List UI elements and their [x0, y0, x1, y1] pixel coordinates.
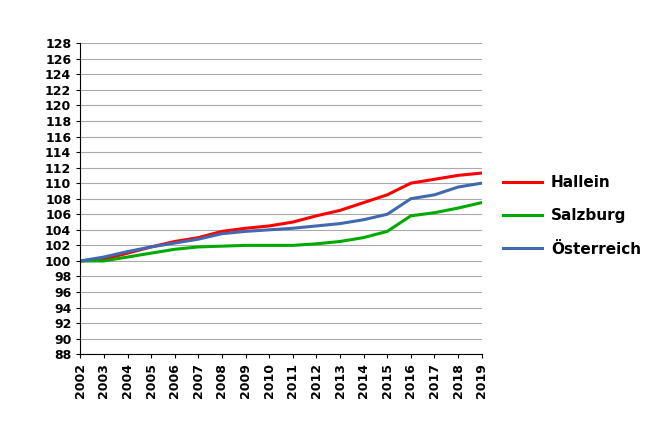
Österreich	[242, 229, 250, 234]
Salzburg	[454, 206, 462, 211]
Österreich	[76, 258, 84, 264]
Hallein	[454, 173, 462, 178]
Hallein	[478, 171, 486, 176]
Salzburg	[218, 244, 226, 249]
Österreich	[218, 231, 226, 236]
Salzburg	[242, 243, 250, 248]
Hallein	[100, 257, 108, 262]
Salzburg	[383, 229, 391, 234]
Hallein	[147, 245, 155, 250]
Hallein	[430, 177, 438, 182]
Salzburg	[430, 210, 438, 215]
Salzburg	[407, 213, 415, 219]
Hallein	[265, 223, 273, 229]
Hallein	[407, 181, 415, 186]
Legend: Hallein, Salzburg, Österreich: Hallein, Salzburg, Österreich	[497, 169, 647, 263]
Salzburg	[76, 258, 84, 264]
Salzburg	[289, 243, 297, 248]
Hallein	[171, 239, 179, 244]
Österreich	[454, 184, 462, 190]
Salzburg	[265, 243, 273, 248]
Österreich	[265, 227, 273, 232]
Österreich	[312, 223, 320, 229]
Line: Österreich: Österreich	[80, 183, 482, 261]
Salzburg	[360, 235, 368, 240]
Salzburg	[100, 258, 108, 264]
Österreich	[100, 254, 108, 260]
Salzburg	[171, 247, 179, 252]
Salzburg	[147, 251, 155, 256]
Österreich	[360, 217, 368, 222]
Hallein	[124, 251, 132, 256]
Hallein	[76, 258, 84, 264]
Salzburg	[194, 245, 202, 250]
Österreich	[383, 212, 391, 217]
Line: Hallein: Hallein	[80, 173, 482, 261]
Österreich	[478, 181, 486, 186]
Salzburg	[478, 200, 486, 205]
Österreich	[407, 196, 415, 201]
Salzburg	[124, 254, 132, 260]
Österreich	[124, 249, 132, 254]
Hallein	[360, 200, 368, 205]
Österreich	[430, 192, 438, 197]
Österreich	[289, 226, 297, 231]
Österreich	[336, 221, 344, 226]
Österreich	[194, 237, 202, 242]
Hallein	[194, 235, 202, 240]
Salzburg	[336, 239, 344, 244]
Hallein	[289, 219, 297, 225]
Line: Salzburg: Salzburg	[80, 203, 482, 261]
Österreich	[171, 241, 179, 246]
Hallein	[218, 229, 226, 234]
Hallein	[312, 213, 320, 219]
Salzburg	[312, 241, 320, 246]
Österreich	[147, 245, 155, 250]
Hallein	[383, 192, 391, 197]
Hallein	[336, 208, 344, 213]
Hallein	[242, 226, 250, 231]
